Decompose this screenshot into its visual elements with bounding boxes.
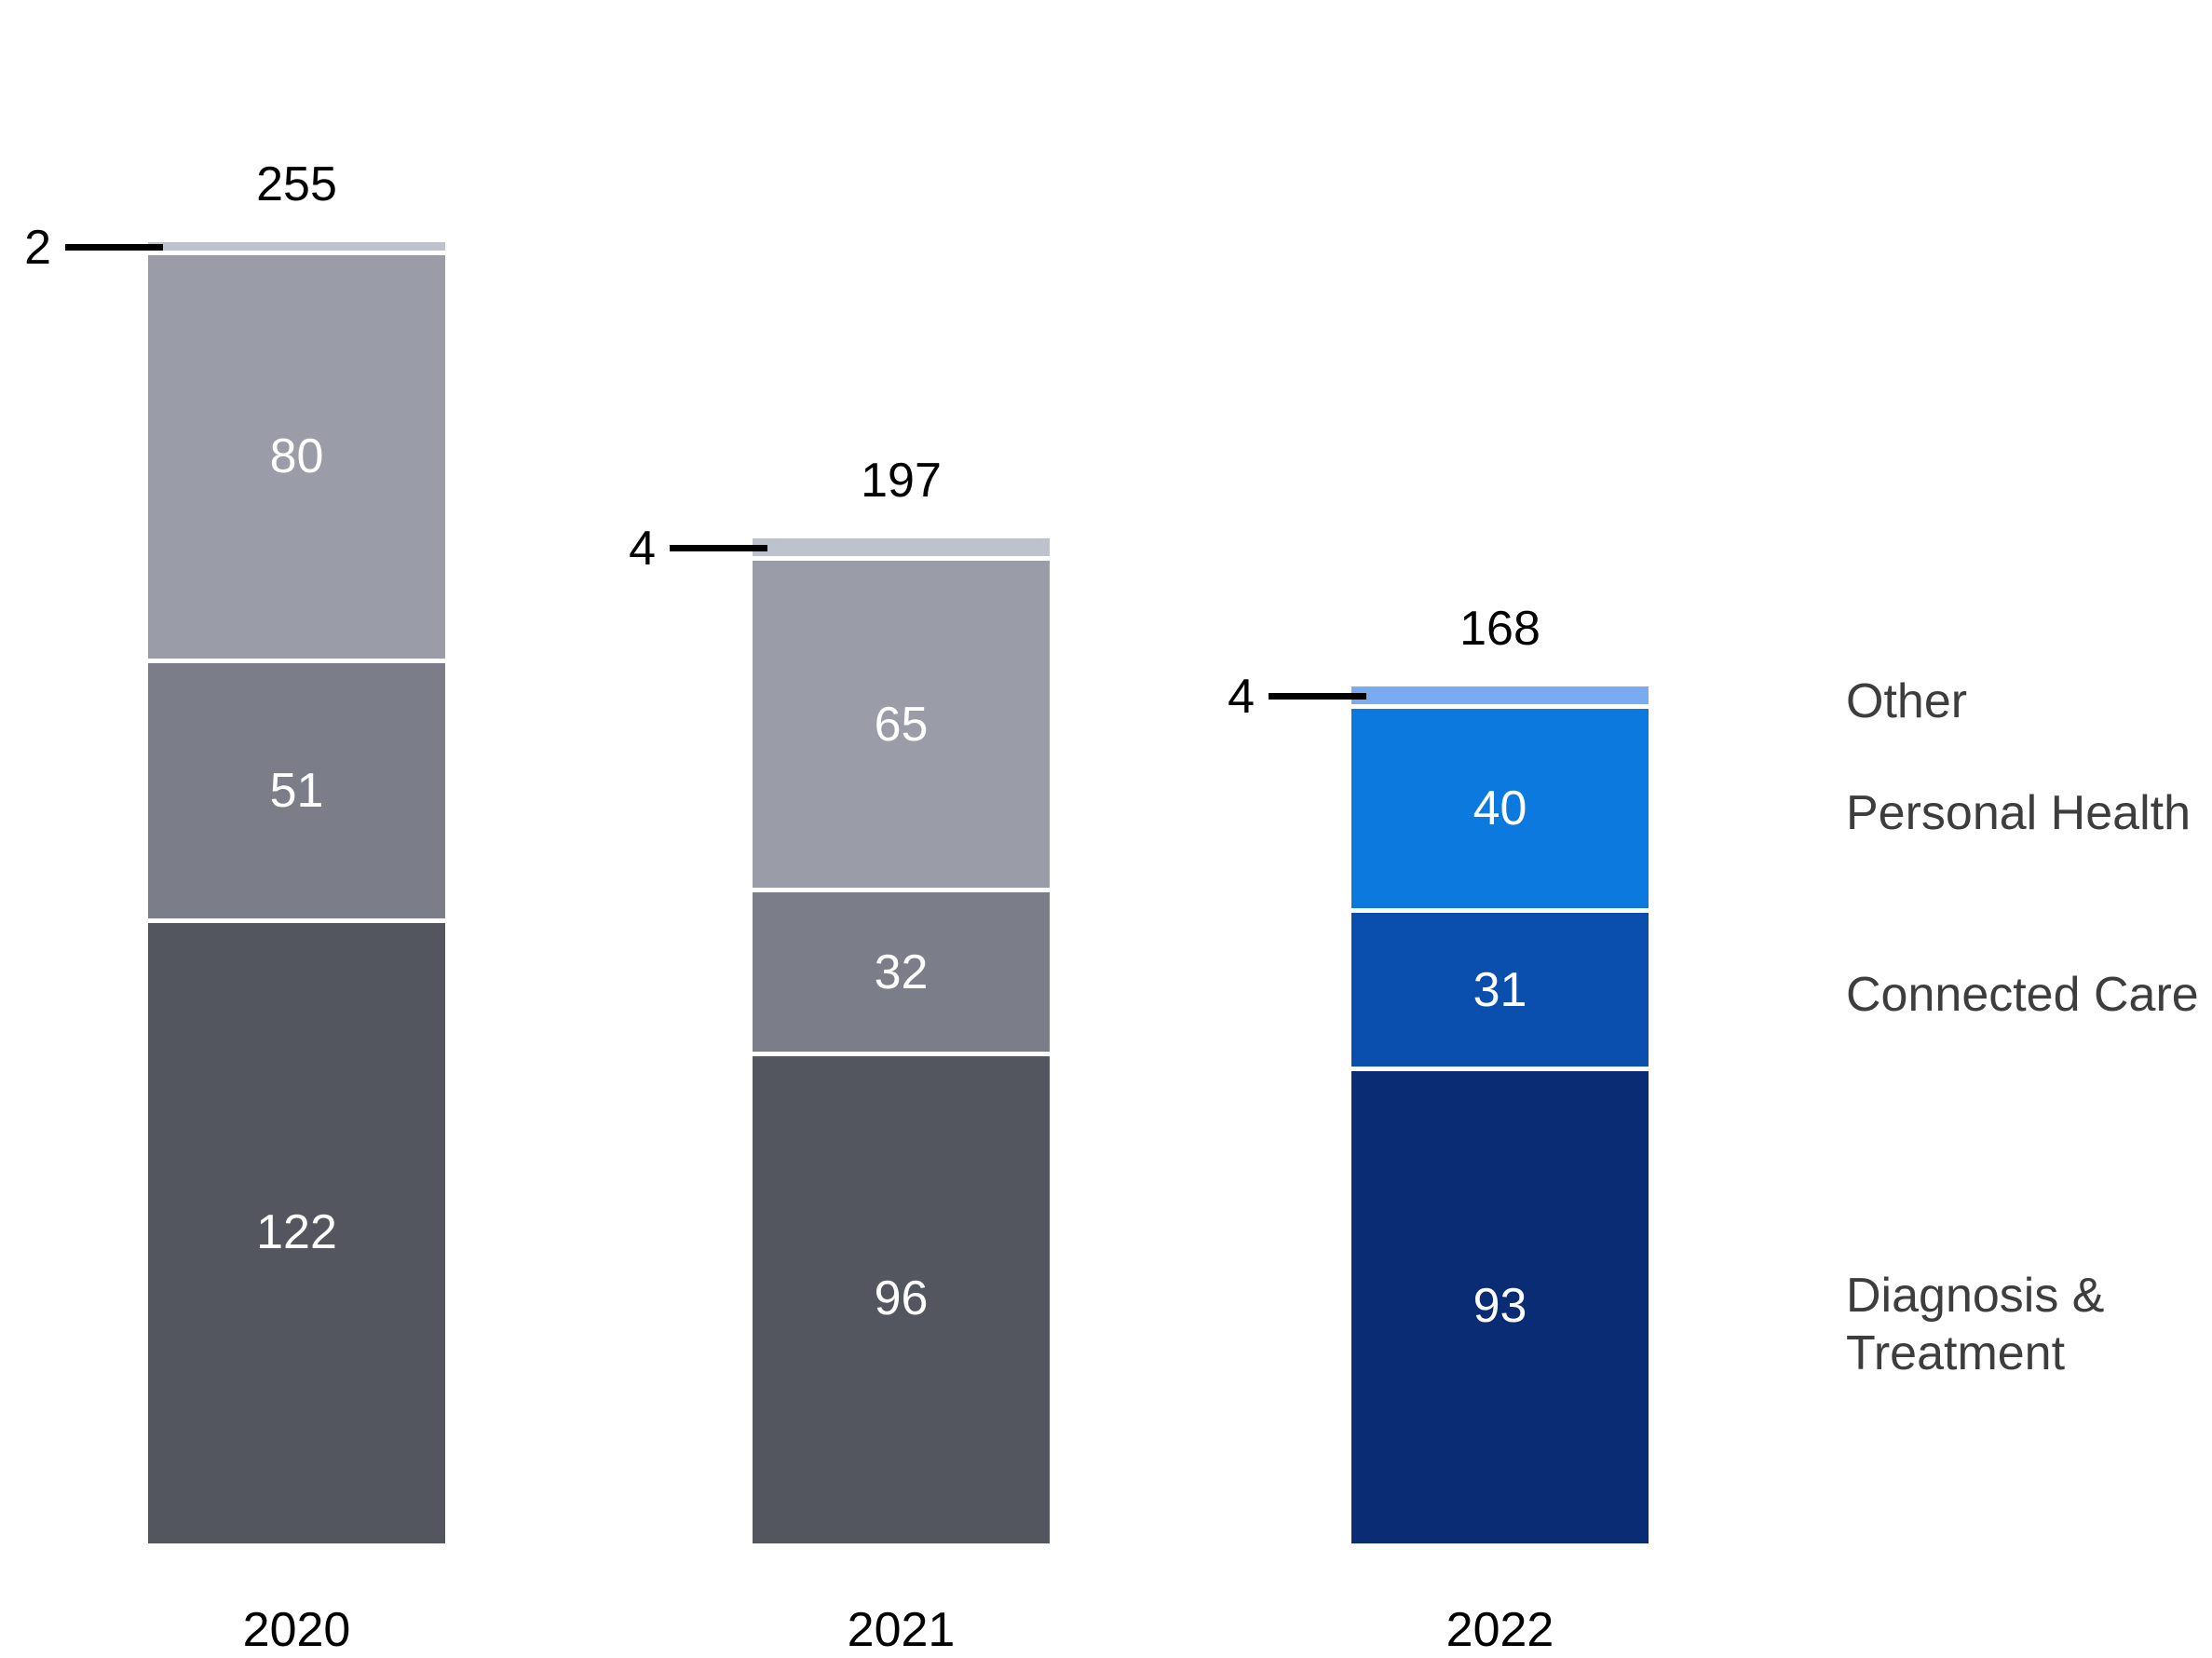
bar-segment-2022-diagnosis-treatment [1351, 1068, 1649, 1543]
bar-segment-2022-personal-health [1351, 706, 1649, 911]
legend-label-diagnosis-treatment: Diagnosis & Treatment [1846, 1269, 2105, 1380]
total-label-2021: 197 [861, 453, 942, 508]
bar-segment-2020-connected-care [148, 660, 445, 921]
segment-value-label: 93 [1472, 1279, 1527, 1334]
bar-segment-2021-personal-health [753, 558, 1050, 890]
other-callout-value-2022: 4 [1228, 669, 1255, 724]
segment-divider [753, 1051, 1050, 1056]
bar-segment-2022-other [1351, 686, 1649, 707]
segment-divider [1351, 908, 1649, 914]
legend-label-connected-care: Connected Care [1846, 968, 2199, 1022]
segment-value-label: 96 [874, 1271, 929, 1326]
legend-label-personal-health: Personal Health [1846, 786, 2191, 840]
segment-value-label: 122 [256, 1204, 337, 1259]
segment-value-label: 51 [269, 764, 324, 818]
axis-category-label-2022: 2022 [1445, 1603, 1554, 1657]
segment-divider [1351, 1067, 1649, 1071]
bar-segment-2022-connected-care [1351, 910, 1649, 1069]
bar-segment-2020-personal-health [148, 252, 445, 661]
segment-divider [148, 918, 445, 924]
other-callout-line-2021 [670, 545, 767, 552]
segment-divider [753, 888, 1050, 893]
bar-segment-2021-other [753, 537, 1050, 559]
axis-category-label-2021: 2021 [847, 1603, 956, 1657]
bar-segment-2021-connected-care [753, 890, 1050, 1054]
axis-category-label-2020: 2020 [242, 1603, 351, 1657]
segment-value-label: 80 [269, 429, 324, 484]
segment-value-label: 32 [874, 945, 929, 999]
segment-value-label: 31 [1472, 962, 1527, 1017]
segment-divider [753, 556, 1050, 562]
bar-segment-2020-diagnosis-treatment [148, 920, 445, 1543]
legend-label-other: Other [1846, 674, 1968, 728]
other-callout-line-2022 [1269, 693, 1366, 700]
segment-value-label: 65 [874, 697, 929, 752]
bar-segment-2020-other [148, 242, 445, 253]
total-label-2022: 168 [1459, 601, 1540, 656]
segment-value-label: 40 [1472, 781, 1527, 836]
other-callout-line-2020 [65, 244, 163, 251]
bar-segment-2021-diagnosis-treatment [753, 1053, 1050, 1543]
segment-divider [1351, 704, 1649, 710]
other-callout-value-2020: 2 [24, 220, 51, 275]
segment-divider [148, 250, 445, 255]
segment-divider [148, 658, 445, 663]
other-callout-value-2021: 4 [629, 521, 656, 576]
total-label-2020: 255 [256, 157, 337, 212]
